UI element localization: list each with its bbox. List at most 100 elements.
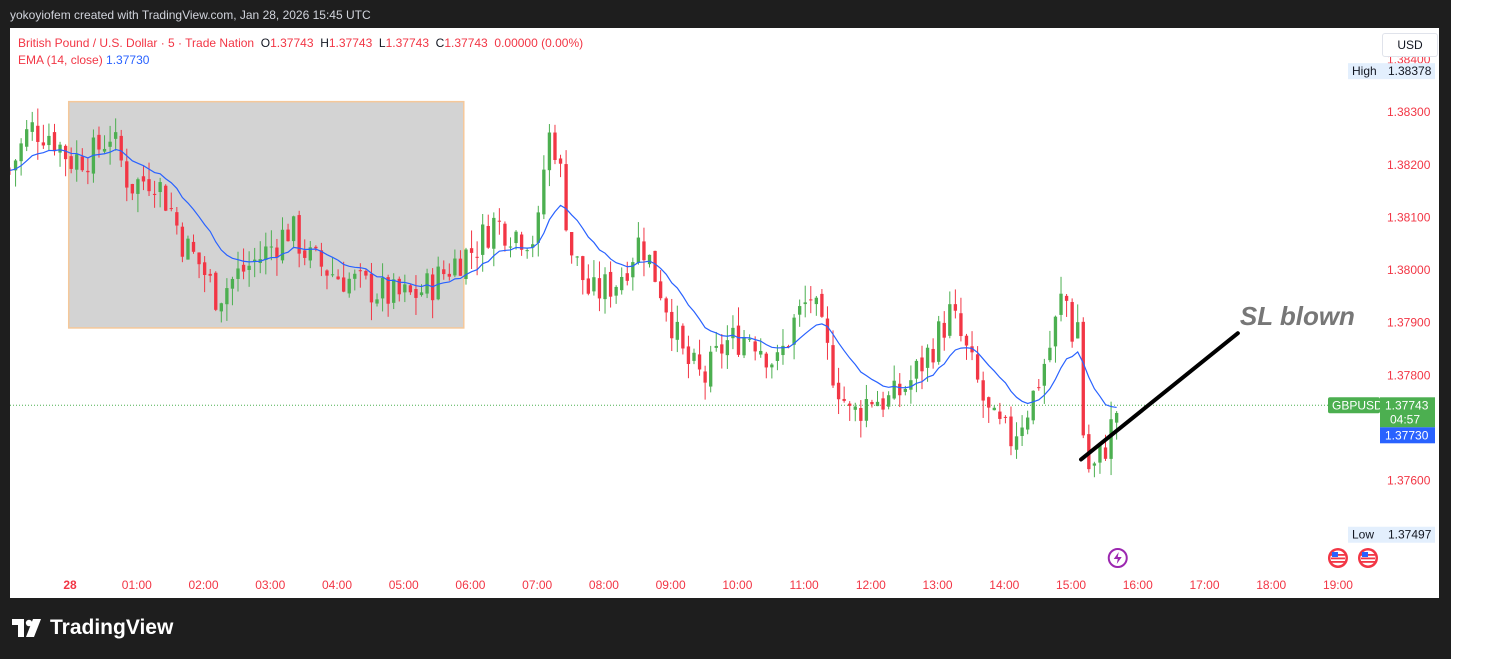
flag-canton <box>1361 552 1368 557</box>
candle-body <box>147 179 151 192</box>
candle-body <box>981 380 985 401</box>
y-tick-label: 1.38200 <box>1387 158 1431 172</box>
candle-body <box>770 364 774 368</box>
candle-body <box>925 347 930 368</box>
x-tick-label: 04:00 <box>322 578 352 592</box>
candle-body <box>964 335 969 346</box>
candle-body <box>158 182 162 193</box>
candle-body <box>998 411 1002 419</box>
flag-canton <box>1331 552 1338 557</box>
candle-body <box>1009 416 1013 447</box>
candle-body <box>97 134 101 150</box>
candle-body <box>714 345 718 348</box>
candle-body <box>108 141 112 147</box>
candle-body <box>1109 419 1113 459</box>
candle-body <box>202 262 207 276</box>
candle-body <box>225 288 229 305</box>
x-tick-label: 02:00 <box>189 578 219 592</box>
x-tick-label: 11:00 <box>790 578 819 592</box>
candle-body <box>558 158 563 164</box>
candle-body <box>658 281 663 299</box>
candle-body <box>1098 445 1102 463</box>
candle-body <box>553 132 557 160</box>
candle-body <box>1048 347 1052 361</box>
candle-body <box>1092 463 1097 466</box>
candle-body <box>942 322 946 338</box>
candle-body <box>547 132 552 171</box>
x-tick-label: 16:00 <box>1123 578 1153 592</box>
candle-body <box>113 132 118 139</box>
candle-body <box>792 317 796 345</box>
candle-body <box>247 265 251 270</box>
flag-stripe <box>1330 557 1345 560</box>
candle-body <box>742 336 746 356</box>
candle-body <box>542 169 546 215</box>
candle-body <box>30 122 34 132</box>
legend-open: 1.37743 <box>270 36 314 50</box>
tradingview-brand: TradingView <box>12 616 173 640</box>
candle-body <box>825 318 830 343</box>
candle-body <box>280 229 285 261</box>
flag-stripe <box>1330 561 1345 563</box>
legend-high: 1.37743 <box>328 36 373 50</box>
ema-price-bg <box>1380 427 1435 444</box>
candle-body <box>898 383 902 396</box>
legend-low-label: L <box>378 36 386 50</box>
candle-body <box>875 401 880 407</box>
high-marker-bg <box>1348 63 1435 80</box>
y-tick-label: 1.38000 <box>1387 263 1431 277</box>
snapshot-header: yokoyiofem created with TradingView.com,… <box>10 8 371 22</box>
low-marker-value: 1.37497 <box>1388 528 1432 542</box>
candle-body <box>797 306 802 315</box>
annotation-label: SL blown <box>1240 301 1355 331</box>
candle-body <box>481 224 485 255</box>
symbol-tag: GBPUSD <box>1332 398 1383 412</box>
candle-body <box>275 247 279 258</box>
candle-body <box>903 389 907 392</box>
candle-body <box>625 273 629 281</box>
candle-body <box>80 156 84 171</box>
candle-body <box>458 258 463 276</box>
y-tick-label: 1.38100 <box>1387 210 1431 224</box>
candle-body <box>614 286 618 296</box>
last-price-value: 1.37743 <box>1385 398 1429 412</box>
candle-body <box>425 273 429 294</box>
x-tick-label: 10:00 <box>722 578 752 592</box>
x-tick-label: 18:00 <box>1256 578 1286 592</box>
x-tick-label: 14:00 <box>989 578 1019 592</box>
candle-body <box>759 350 763 355</box>
candle-body <box>603 274 607 300</box>
candle-body <box>725 340 730 356</box>
candle-body <box>164 185 168 211</box>
candle-body <box>786 345 791 347</box>
candle-body <box>881 398 885 410</box>
candle-body <box>336 276 340 280</box>
price-chart[interactable]: SL blown1.384001.383001.382001.381001.38… <box>10 28 1439 598</box>
candle-body <box>642 241 646 261</box>
candle-body <box>419 292 424 296</box>
candle-body <box>286 229 290 242</box>
candle-body <box>191 241 196 252</box>
countdown-label: 04:57 <box>1390 412 1420 426</box>
candle-body <box>136 179 140 194</box>
legend-close-label: C <box>435 36 445 50</box>
currency-selector[interactable]: USD <box>1382 33 1438 57</box>
candle-body <box>931 348 935 363</box>
flag-stripe <box>1360 557 1375 560</box>
candle-body <box>1003 416 1008 418</box>
candle-body <box>920 357 924 372</box>
candle-body <box>369 273 374 303</box>
chart-area[interactable]: SL blown 1.38400 1.38300 1.38200 1.38100 1.38… <box>10 28 1439 598</box>
candle-body <box>575 256 579 258</box>
legend-ema: EMA (14, close) 1.37730 <box>18 53 149 67</box>
candle-body <box>681 325 685 349</box>
candle-body <box>747 338 752 340</box>
candle-body <box>569 232 574 256</box>
tradingview-logo-icon <box>12 619 41 637</box>
candle-body <box>953 304 958 311</box>
low-marker-bg <box>1348 526 1435 543</box>
candle-body <box>186 238 190 260</box>
candle-body <box>253 259 257 262</box>
candle-body <box>653 250 657 282</box>
candle-body <box>597 278 602 299</box>
